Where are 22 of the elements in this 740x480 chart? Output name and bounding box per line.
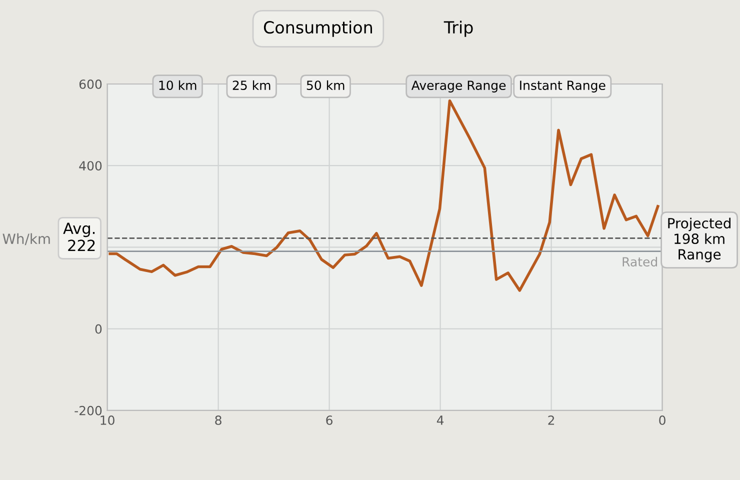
ref-line-label: Rated — [622, 256, 657, 267]
annotation: 25 km — [232, 80, 270, 90]
annotation: Average Range — [411, 80, 506, 92]
x-tick-label: 6 — [326, 415, 332, 425]
y-tick-label: 400 — [79, 161, 102, 171]
chart-title: Consumption — [264, 20, 372, 37]
y-tick-label: 0 — [95, 324, 102, 334]
line-series — [108, 99, 660, 292]
annotation: 10 km — [159, 80, 196, 90]
x-tick-label: 0 — [659, 415, 666, 425]
annotation: 50 km — [306, 80, 344, 90]
x-tick-label: 8 — [215, 415, 222, 425]
y-axis-title: Wh/km — [2, 233, 50, 246]
ref-line-label: Avg. 222 — [63, 222, 95, 251]
y-tick-label: 600 — [79, 79, 102, 89]
x-tick-label: 2 — [548, 415, 554, 425]
annotation: Instant Range — [520, 80, 606, 92]
x-tick-label: 10 — [100, 415, 114, 425]
text: Trip — [444, 20, 473, 37]
x-tick-label: 4 — [436, 416, 444, 425]
y-tick-label: -200 — [74, 406, 102, 416]
text: Projected 198 km Range — [668, 218, 730, 262]
